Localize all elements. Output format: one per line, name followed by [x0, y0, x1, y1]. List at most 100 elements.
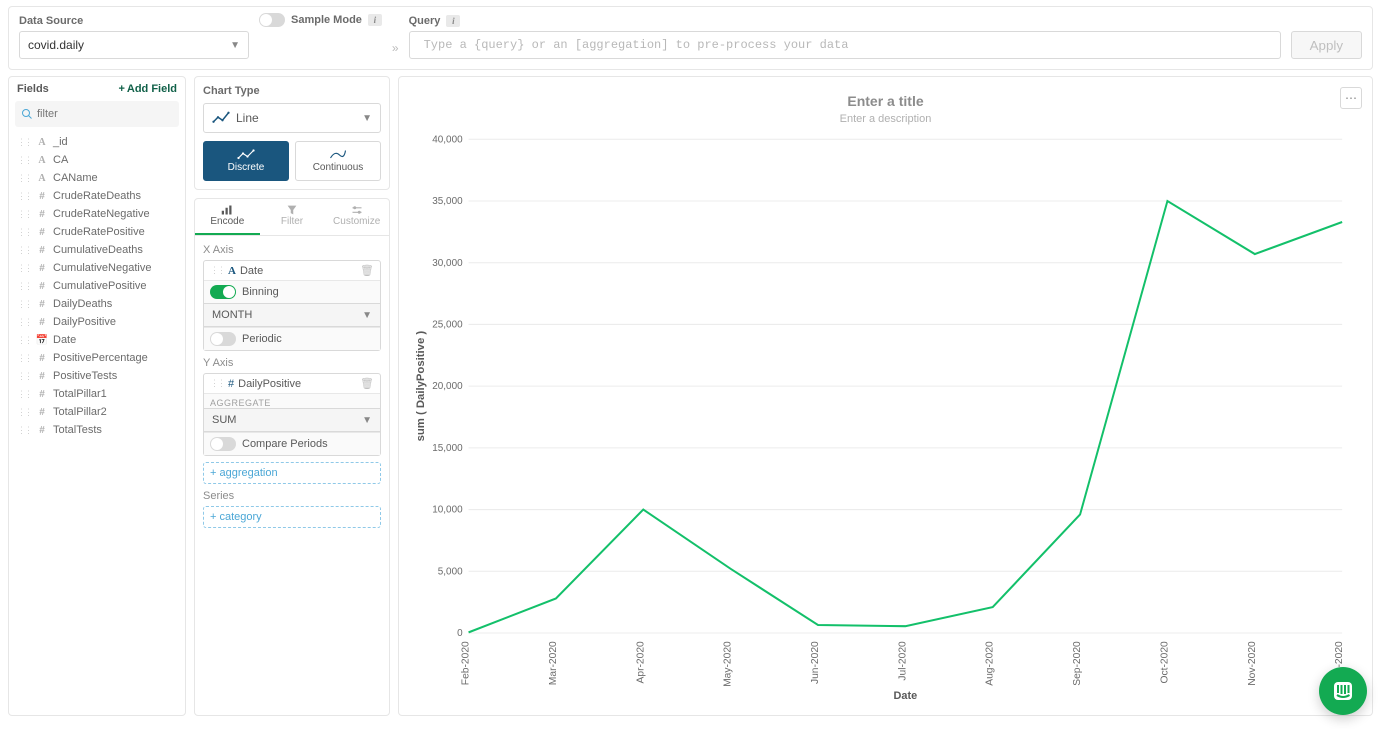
field-name: TotalPillar2 [53, 406, 107, 418]
field-name: TotalPillar1 [53, 388, 107, 400]
svg-text:0: 0 [457, 628, 463, 639]
svg-text:Nov-2020: Nov-2020 [1247, 641, 1258, 686]
field-item[interactable]: ⋮⋮#PositiveTests [9, 367, 185, 385]
field-name: CumulativeDeaths [53, 244, 143, 256]
x-field-name: Date [240, 265, 263, 277]
intercom-launcher[interactable] [1319, 667, 1367, 715]
grip-icon: ⋮⋮ [17, 155, 31, 166]
mode-discrete-button[interactable]: Discrete [203, 141, 289, 181]
field-name: CrudeRateNegative [53, 208, 150, 220]
info-icon[interactable]: i [368, 14, 382, 26]
grip-icon: ⋮⋮ [17, 335, 31, 346]
field-item[interactable]: ⋮⋮#TotalTests [9, 421, 185, 439]
text-type-icon: A [35, 155, 49, 166]
number-type-icon: # [35, 389, 49, 400]
field-list: ⋮⋮A_id⋮⋮ACA⋮⋮ACAName⋮⋮#CrudeRateDeaths⋮⋮… [9, 131, 185, 441]
grip-icon: ⋮⋮ [17, 353, 31, 364]
trash-icon[interactable]: 🗑 [360, 377, 374, 390]
binning-label: Binning [242, 286, 279, 298]
number-type-icon: # [228, 378, 234, 390]
chart-menu-button[interactable]: ⋯ [1340, 87, 1362, 109]
compare-toggle[interactable] [210, 437, 236, 451]
line-chart-icon [212, 111, 230, 125]
data-source-col: Data Source covid.daily ▼ [19, 15, 249, 59]
svg-text:15,000: 15,000 [432, 443, 463, 454]
fields-filter-input[interactable] [37, 108, 173, 120]
search-icon [21, 108, 33, 120]
mode-continuous-label: Continuous [313, 162, 364, 173]
query-input[interactable] [409, 31, 1281, 59]
add-field-button[interactable]: + Add Field [118, 83, 177, 95]
encode-icon [221, 205, 233, 215]
tab-customize[interactable]: Customize [324, 199, 389, 235]
y-axis-field: ⋮⋮ # DailyPositive 🗑 AGGREGATE SUM ▼ Com… [203, 373, 381, 456]
field-item[interactable]: ⋮⋮#CrudeRatePositive [9, 223, 185, 241]
svg-text:40,000: 40,000 [432, 134, 463, 145]
sample-mode-text: Sample Mode [291, 14, 362, 26]
field-name: CumulativePositive [53, 280, 147, 292]
compare-label: Compare Periods [242, 438, 328, 450]
mode-discrete-label: Discrete [228, 162, 265, 173]
field-item[interactable]: ⋮⋮#DailyDeaths [9, 295, 185, 313]
sample-mode-toggle[interactable] [259, 13, 285, 27]
field-item[interactable]: ⋮⋮#CrudeRateDeaths [9, 187, 185, 205]
field-item[interactable]: ⋮⋮ACA [9, 151, 185, 169]
number-type-icon: # [35, 407, 49, 418]
tab-customize-label: Customize [333, 216, 380, 227]
number-type-icon: # [35, 209, 49, 220]
grip-icon: ⋮⋮ [17, 389, 31, 400]
y-field-row[interactable]: ⋮⋮ # DailyPositive 🗑 [204, 374, 380, 393]
caret-down-icon: ▼ [362, 415, 372, 426]
series-label: Series [203, 490, 381, 502]
apply-col: Apply [1291, 15, 1362, 59]
number-type-icon: # [35, 353, 49, 364]
fields-filter[interactable] [15, 101, 179, 127]
field-item[interactable]: ⋮⋮#CumulativePositive [9, 277, 185, 295]
add-aggregation-button[interactable]: + aggregation [203, 462, 381, 484]
sample-mode-label: Sample Mode i [259, 13, 382, 27]
field-item[interactable]: ⋮⋮ # TotalPillar1 [9, 385, 185, 403]
field-item[interactable]: ⋮⋮#CumulativeNegative [9, 259, 185, 277]
tab-encode[interactable]: Encode [195, 199, 260, 235]
chart-desc-input[interactable]: Enter a description [409, 113, 1362, 125]
chart-type-select[interactable]: Line ▼ [203, 103, 381, 133]
binning-select[interactable]: MONTH ▼ [204, 303, 380, 327]
periodic-toggle[interactable] [210, 332, 236, 346]
field-name: _id [53, 136, 68, 148]
svg-text:20,000: 20,000 [432, 381, 463, 392]
field-name: Date [53, 334, 76, 346]
aggregate-select[interactable]: SUM ▼ [204, 408, 380, 432]
field-name: TotalTests [53, 424, 102, 436]
grip-icon: ⋮⋮ [17, 245, 31, 256]
grip-icon: ⋮⋮ [17, 407, 31, 418]
info-icon[interactable]: i [446, 15, 460, 27]
binning-toggle[interactable] [210, 285, 236, 299]
chart-type-box: Chart Type Line ▼ Discrete Continuous [194, 76, 390, 190]
data-source-select[interactable]: covid.daily ▼ [19, 31, 249, 59]
fields-header: Fields + Add Field [9, 77, 185, 101]
field-item[interactable]: ⋮⋮📅Date [9, 331, 185, 349]
tab-filter[interactable]: Filter [260, 199, 325, 235]
field-item[interactable]: ⋮⋮#CumulativeDeaths [9, 241, 185, 259]
sample-mode-col: Sample Mode i [259, 13, 382, 59]
chart-title-input[interactable]: Enter a title [409, 93, 1362, 109]
caret-down-icon: ▼ [362, 113, 372, 124]
svg-text:Mar-2020: Mar-2020 [548, 641, 559, 685]
x-field-row[interactable]: ⋮⋮ A Date 🗑 [204, 261, 380, 280]
grip-icon: ⋮⋮ [17, 425, 31, 436]
mode-continuous-button[interactable]: Continuous [295, 141, 381, 181]
svg-text:Feb-2020: Feb-2020 [461, 641, 472, 685]
field-item[interactable]: ⋮⋮A_id [9, 133, 185, 151]
add-category-button[interactable]: + category [203, 506, 381, 528]
periodic-label: Periodic [242, 333, 282, 345]
field-item[interactable]: ⋮⋮ # TotalPillar2 [9, 403, 185, 421]
trash-icon[interactable]: 🗑 [360, 264, 374, 277]
binning-row: Binning [204, 280, 380, 303]
field-item[interactable]: ⋮⋮#PositivePercentage [9, 349, 185, 367]
apply-button[interactable]: Apply [1291, 31, 1362, 59]
config-panel: Chart Type Line ▼ Discrete Continuous [194, 76, 390, 716]
field-item[interactable]: ⋮⋮#DailyPositive [9, 313, 185, 331]
field-item[interactable]: ⋮⋮ACAName [9, 169, 185, 187]
chevron-right-icon: » [392, 41, 399, 59]
field-item[interactable]: ⋮⋮#CrudeRateNegative [9, 205, 185, 223]
